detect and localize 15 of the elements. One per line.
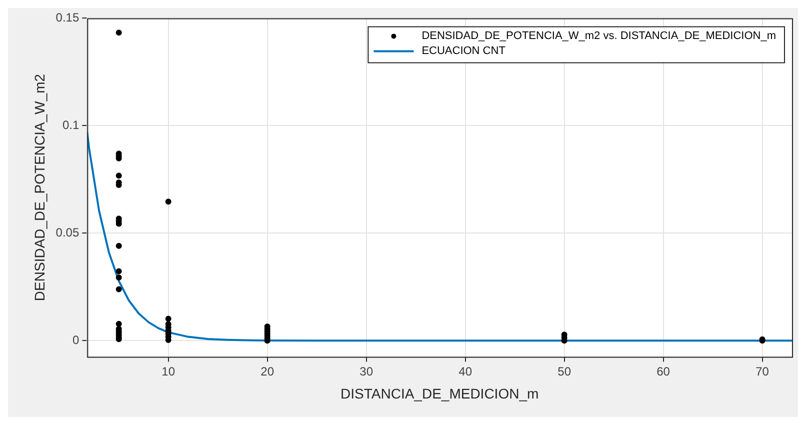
legend-label: DENSIDAD_DE_POTENCIA_W_m2 vs. DISTANCIA_DE_MEDICION_m <box>422 30 776 42</box>
y-tick-label: 0 <box>72 332 80 347</box>
legend-label: ECUACION CNT <box>422 45 506 58</box>
x-axis-title: DISTANCIA_DE_MEDICION_m <box>340 385 539 402</box>
x-tick-label: 10 <box>162 364 176 378</box>
y-axis-title: DENSIDAD_DE_POTENCIA_W_m2 <box>31 74 48 302</box>
x-tick-label: 40 <box>458 364 472 378</box>
x-tick-label: 20 <box>260 364 274 378</box>
y-tick-label: 0.15 <box>56 10 80 25</box>
y-tick-label: 0.1 <box>62 118 80 132</box>
x-tick-label: 60 <box>656 364 670 378</box>
x-tick-label: 30 <box>360 364 374 378</box>
y-tick-label: 0.05 <box>56 225 80 240</box>
x-tick-label: 70 <box>756 364 770 378</box>
x-tick-label: 50 <box>558 364 572 378</box>
